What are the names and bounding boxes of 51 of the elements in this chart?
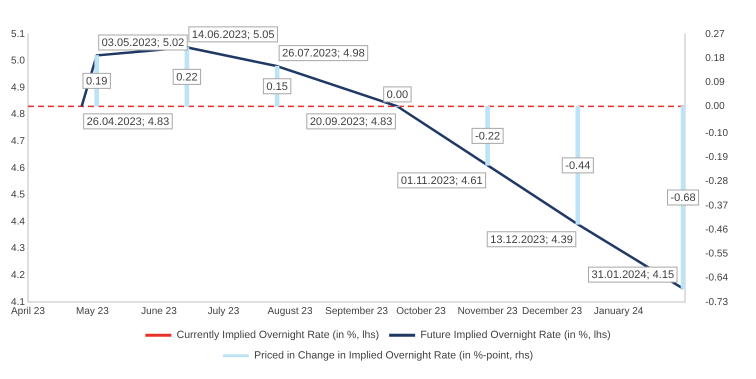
x-tick-label: October 23 — [396, 306, 446, 317]
x-tick-label: August 23 — [267, 306, 313, 317]
y2-tick-label: 0.27 — [705, 28, 726, 40]
data-label: -0.44 — [565, 160, 590, 172]
y-tick-label: 4.7 — [11, 136, 26, 147]
y2-tick-label: -0.73 — [705, 296, 728, 308]
y2-tick-label: -0.37 — [705, 200, 728, 212]
y2-tick-label: -0.10 — [705, 128, 728, 139]
y-tick-label: 5.0 — [11, 56, 26, 67]
y-tick-label: 4.8 — [11, 109, 26, 120]
y-tick-label: 5.1 — [11, 28, 26, 40]
data-label: 14.06.2023; 5.05 — [192, 28, 274, 41]
y-tick-label: 4.6 — [11, 162, 26, 174]
legend-label: Currently Implied Overnight Rate (in %, lhs) — [176, 329, 380, 342]
data-label: 31.01.2024; 4.15 — [591, 269, 674, 282]
x-tick-label: September 23 — [325, 306, 388, 317]
data-label: 0.22 — [176, 71, 198, 84]
y-tick-label: 4.2 — [11, 270, 26, 281]
y2-tick-label: -0.28 — [705, 176, 728, 188]
data-label: 13.12.2023; 4.39 — [490, 234, 573, 246]
data-label: 26.07.2023; 4.98 — [282, 48, 365, 60]
data-label: -0.22 — [475, 130, 500, 142]
y2-tick-label: -0.19 — [705, 152, 728, 164]
data-label: 0.19 — [86, 75, 108, 88]
y2-tick-label: 0.09 — [705, 76, 726, 88]
y2-tick-label: -0.64 — [705, 272, 728, 284]
x-tick-label: May 23 — [76, 306, 110, 317]
y2-tick-label: 0.00 — [705, 101, 726, 112]
y-tick-label: 4.9 — [11, 82, 26, 94]
legend-label: Priced in Change in Implied Overnight Rate (in %-point, rhs) — [254, 350, 534, 362]
x-tick-label: December 23 — [522, 306, 582, 317]
x-tick-label: January 24 — [594, 306, 644, 317]
data-label: -0.68 — [670, 192, 696, 204]
data-label: 0.00 — [386, 88, 408, 101]
y-tick-label: 4.5 — [11, 190, 26, 201]
y-tick-label: 4.1 — [11, 296, 26, 308]
y-tick-label: 4.4 — [11, 216, 26, 228]
legend-label: Future Implied Overnight Rate (in %, lhs) — [420, 329, 611, 342]
x-tick-label: July 23 — [208, 306, 240, 317]
x-tick-label: November 23 — [458, 306, 518, 317]
y2-tick-label: -0.55 — [705, 248, 728, 260]
y2-tick-label: 0.18 — [705, 52, 726, 64]
x-tick-label: June 23 — [141, 306, 178, 317]
data-label: 0.15 — [266, 80, 288, 93]
data-label: 03.05.2023; 5.02 — [102, 36, 184, 49]
data-label: 26.04.2023; 4.83 — [86, 116, 170, 128]
data-label: 01.11.2023; 4.61 — [400, 174, 483, 187]
y2-tick-label: -0.46 — [705, 224, 728, 236]
x-tick-label: April 23 — [11, 306, 46, 317]
data-label: 20.09.2023; 4.83 — [310, 116, 392, 128]
y-tick-label: 4.3 — [11, 243, 26, 254]
